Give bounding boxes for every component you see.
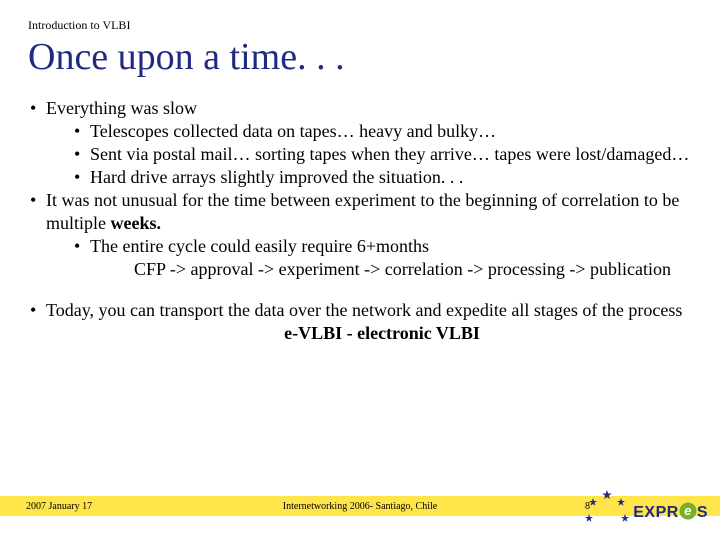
- spacer: [28, 281, 692, 299]
- bullet-3-text: Today, you can transport the data over t…: [46, 300, 682, 320]
- logo: EXPR eS: [585, 490, 708, 534]
- bullet-3: Today, you can transport the data over t…: [28, 299, 692, 345]
- logo-text: EXPR eS: [633, 502, 708, 522]
- bullet-2: It was not unusual for the time between …: [28, 189, 692, 281]
- logo-stars-icon: [585, 490, 629, 534]
- bullet-1a: Telescopes collected data on tapes… heav…: [72, 120, 692, 143]
- logo-text-part1: EXPR: [633, 504, 679, 521]
- svg-text:e: e: [684, 503, 692, 518]
- bullet-2a: The entire cycle could easily require 6+…: [72, 235, 692, 281]
- bullet-1-text: Everything was slow: [46, 98, 197, 118]
- pretitle: Introduction to VLBI: [28, 18, 692, 33]
- bullet-2-bold: weeks.: [111, 213, 162, 233]
- bullet-2a-text: The entire cycle could easily require 6+…: [90, 236, 429, 256]
- slide: Introduction to VLBI Once upon a time. .…: [0, 0, 720, 540]
- bullet-3-center: e-VLBI - electronic VLBI: [72, 322, 692, 345]
- logo-e-circle-icon: e: [679, 502, 697, 520]
- bullet-1: Everything was slow Telescopes collected…: [28, 97, 692, 189]
- bullet-1b: Sent via postal mail… sorting tapes when…: [72, 143, 692, 166]
- slide-content: Everything was slow Telescopes collected…: [28, 97, 692, 345]
- logo-text-part2: S: [697, 504, 708, 521]
- slide-title: Once upon a time. . .: [28, 35, 692, 79]
- bullet-1c: Hard drive arrays slightly improved the …: [72, 166, 692, 189]
- footer-date: 2007 January 17: [26, 501, 92, 512]
- bullet-2a-flow: CFP -> approval -> experiment -> correla…: [116, 258, 692, 281]
